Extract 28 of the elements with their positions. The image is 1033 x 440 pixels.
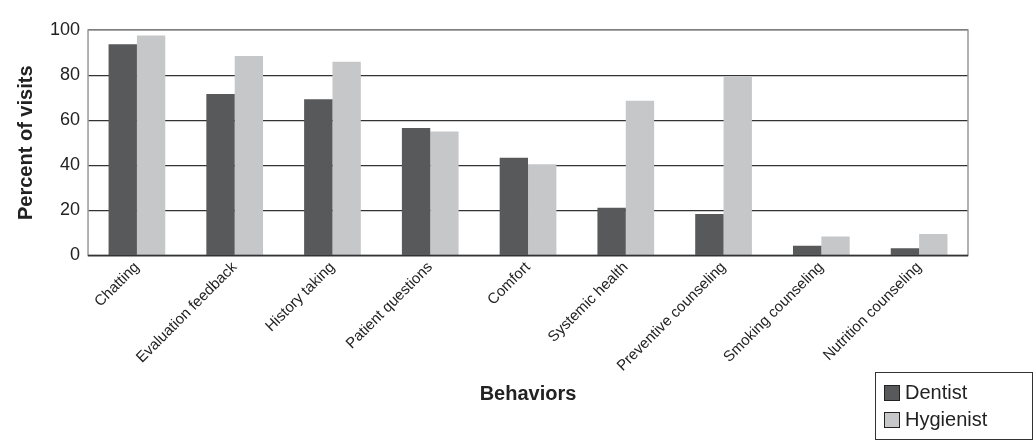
bar xyxy=(597,207,626,255)
bar xyxy=(723,76,752,255)
y-tick-label: 20 xyxy=(60,199,81,220)
y-tick-label: 80 xyxy=(60,64,81,85)
y-tick-label: 60 xyxy=(60,109,81,130)
legend-label: Dentist xyxy=(905,381,968,404)
y-tick-label: 100 xyxy=(49,18,81,39)
bar xyxy=(821,236,850,255)
y-tick-label: 40 xyxy=(60,154,81,175)
y-tick-label: 0 xyxy=(70,244,81,265)
bar xyxy=(625,100,655,255)
bar xyxy=(695,214,724,255)
bar xyxy=(136,35,166,255)
bar xyxy=(234,55,264,255)
bar xyxy=(528,164,557,255)
legend-label: Hygienist xyxy=(905,408,988,431)
bar xyxy=(919,234,948,255)
bar xyxy=(890,248,920,255)
bar xyxy=(792,245,822,255)
bar xyxy=(108,44,137,255)
y-axis-title: Percent of visits xyxy=(13,65,36,221)
bar xyxy=(304,99,333,255)
bar xyxy=(499,157,529,255)
bar xyxy=(430,131,459,255)
bar xyxy=(401,128,431,255)
x-axis-title: Behaviors xyxy=(479,381,577,404)
bar xyxy=(206,94,235,255)
bar xyxy=(332,61,361,255)
